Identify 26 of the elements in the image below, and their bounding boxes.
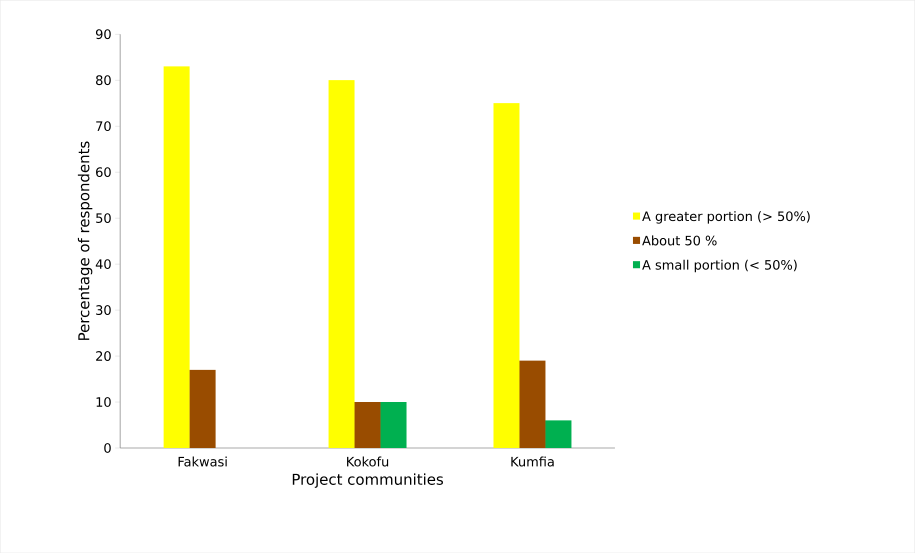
bar <box>519 360 546 448</box>
y-tick-label: 60 <box>96 167 111 177</box>
legend-label: A greater portion (> 50%) <box>642 211 810 224</box>
x-tick-label: Kumfia <box>511 456 554 466</box>
bar <box>190 370 216 448</box>
y-tick-label: 90 <box>96 29 111 40</box>
x-axis-title: Project communities <box>292 473 443 488</box>
bar <box>380 402 407 448</box>
x-tick-label: Fakwasi <box>178 456 227 466</box>
bar <box>545 420 572 448</box>
bar <box>328 80 355 448</box>
bar <box>164 66 190 448</box>
x-tick-label: Kokofu <box>347 456 388 466</box>
y-tick-label: 50 <box>96 213 111 223</box>
y-tick-label: 20 <box>96 351 111 361</box>
y-tick-label: 40 <box>96 259 111 269</box>
legend-label: A small portion (< 50%) <box>642 260 797 272</box>
bar <box>354 402 381 448</box>
y-axis-title: Percentage of respondents <box>78 141 92 340</box>
y-tick-label: 70 <box>96 121 111 131</box>
bar <box>493 103 520 448</box>
y-tick-label: 80 <box>96 75 111 85</box>
y-tick-label: 10 <box>96 397 111 407</box>
legend-label: About 50 % <box>642 235 717 246</box>
y-tick-label: 0 <box>104 443 111 453</box>
y-tick-label: 30 <box>96 305 111 315</box>
